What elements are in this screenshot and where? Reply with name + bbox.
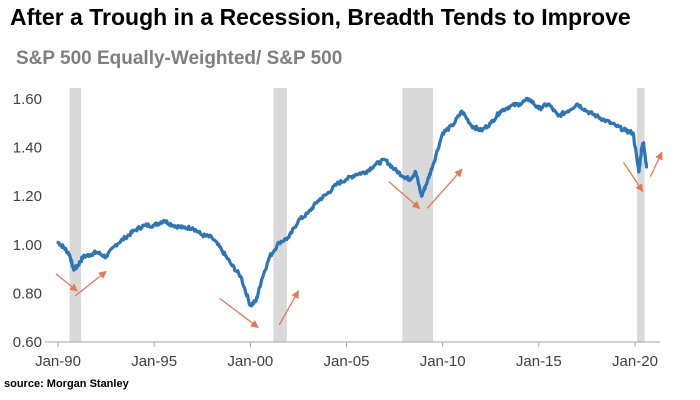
series-line-0 — [56, 96, 649, 308]
annotation-arrows — [55, 151, 663, 329]
chart-subtitle: S&P 500 Equally-Weighted/ S&P 500 — [16, 48, 343, 69]
annotation-arrow-7 — [649, 151, 663, 178]
series — [56, 96, 649, 308]
recession-band-3 — [636, 88, 645, 342]
x-tick-label: Jan-20 — [612, 353, 658, 370]
x-tick-label: Jan-00 — [227, 353, 273, 370]
x-tick-label: Jan-05 — [324, 353, 370, 370]
y-tick-label: 1.60 — [13, 91, 42, 108]
annotation-arrow-1 — [74, 270, 107, 297]
annotation-arrow-4 — [388, 181, 421, 210]
x-tick-label: Jan-95 — [131, 353, 177, 370]
y-tick-label: 1.00 — [13, 237, 42, 254]
y-tick-label: 1.40 — [13, 140, 42, 157]
annotation-arrow-6 — [622, 161, 644, 193]
x-tick-label: Jan-10 — [420, 353, 466, 370]
annotation-arrow-2 — [219, 297, 259, 329]
recession-band-2 — [402, 88, 434, 342]
annotation-arrow-3 — [278, 290, 299, 326]
annotation-arrow-5 — [426, 168, 463, 209]
annotation-arrow-0 — [55, 273, 79, 292]
y-tick-label: 1.20 — [13, 188, 42, 205]
y-tick-labels: 0.60 0.80 1.00 1.20 1.40 1.60 — [13, 91, 42, 351]
y-tick-label: 0.80 — [13, 285, 42, 302]
source-note: source: Morgan Stanley — [4, 378, 129, 390]
recession-band-1 — [273, 88, 287, 342]
x-tick-label: Jan-15 — [516, 353, 562, 370]
recession-bands — [69, 88, 645, 342]
x-tick-label: Jan-90 — [35, 353, 81, 370]
y-tick-label: 0.60 — [13, 334, 42, 351]
x-tick-labels: Jan-90 Jan-95 Jan-00 Jan-05 Jan-10 Jan-15 Jan-… — [35, 342, 658, 370]
chart-title: After a Trough in a Recession, Breadth T… — [10, 4, 631, 30]
recession-band-0 — [69, 88, 82, 342]
